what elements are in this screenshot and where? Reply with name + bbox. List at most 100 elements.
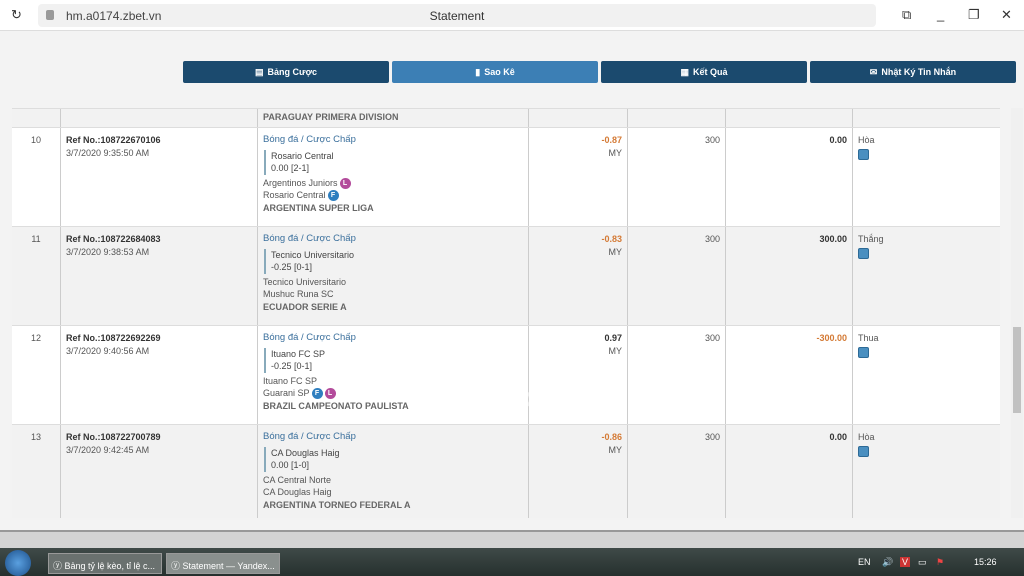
sport-bet-type: Bóng đá / Cược Chấp bbox=[263, 134, 356, 145]
bet-status: Hòa bbox=[858, 135, 875, 145]
handicap-line: 0.00 [2-1] bbox=[271, 163, 310, 173]
watermark: ANH4.COM bbox=[442, 387, 560, 412]
badge-l-icon: L bbox=[324, 388, 336, 400]
team-home: CA Central Norte bbox=[263, 474, 332, 485]
bet-status: Thắng bbox=[858, 234, 884, 244]
win-loss: -300.00 bbox=[816, 333, 847, 343]
scrollbar[interactable] bbox=[1011, 108, 1023, 518]
selection: CA Douglas Haig bbox=[271, 447, 340, 458]
page-bottom bbox=[0, 530, 1024, 548]
team-away: Guarani SP bbox=[263, 388, 310, 398]
ref-no: Ref No.:108722692269 bbox=[66, 333, 161, 343]
url-text: hm.a0174.zbet.vn bbox=[66, 9, 162, 23]
sport-bet-type: Bóng đá / Cược Chấp bbox=[263, 332, 356, 343]
win-loss: 0.00 bbox=[829, 135, 847, 145]
taskbar-item[interactable]: ⓨ Statement — Yandex... bbox=[166, 553, 280, 574]
table-row-partial: PARAGUAY PRIMERA DIVISION bbox=[12, 109, 1000, 128]
row-number: 13 bbox=[30, 432, 41, 442]
minimize-icon[interactable]: _ bbox=[937, 7, 945, 22]
league: ARGENTINA TORNEO FEDERAL A bbox=[263, 499, 411, 510]
taskbar-item[interactable]: ⓨ Bảng tỷ lệ kèo, tỉ lệ c... bbox=[48, 553, 162, 574]
scrollbar-thumb[interactable] bbox=[1013, 327, 1021, 413]
win-loss: 300.00 bbox=[819, 234, 847, 244]
reload-icon[interactable]: ↻ bbox=[11, 7, 22, 22]
team-home: Argentinos Juniors bbox=[263, 177, 338, 188]
document-icon: ▮ bbox=[475, 66, 481, 77]
flag-icon[interactable]: ⚑ bbox=[936, 557, 945, 567]
note-icon[interactable] bbox=[858, 445, 869, 457]
nav-sao-ke[interactable]: ▮ Sao Kê bbox=[392, 61, 598, 83]
nav-nhat-ky-tin-nhan[interactable]: ✉ Nhật Ký Tin Nhắn bbox=[810, 61, 1016, 83]
odds-type: MY bbox=[608, 345, 623, 356]
stake: 300 bbox=[627, 227, 725, 325]
note-icon[interactable] bbox=[858, 346, 869, 358]
bet-time: 3/7/2020 9:35:50 AM bbox=[66, 147, 150, 158]
row-number: 10 bbox=[30, 135, 41, 145]
badge-f-icon: F bbox=[311, 388, 323, 400]
close-icon[interactable]: ✕ bbox=[1001, 7, 1012, 22]
odds-type: MY bbox=[608, 246, 623, 257]
team-away: Rosario Central bbox=[263, 190, 326, 200]
stake: 300 bbox=[627, 128, 725, 226]
handicap-line: 0.00 [1-0] bbox=[271, 460, 310, 470]
team-away: CA Douglas Haig bbox=[263, 487, 332, 497]
win-loss: 0.00 bbox=[829, 432, 847, 442]
odds: -0.83 bbox=[601, 234, 622, 244]
team-home: Tecnico Universitario bbox=[263, 276, 347, 287]
page-title: Statement bbox=[429, 9, 485, 23]
league: BRAZIL CAMPEONATO PAULISTA bbox=[263, 400, 409, 411]
selection: Tecnico Universitario bbox=[271, 249, 355, 260]
odds: -0.86 bbox=[601, 432, 622, 442]
yandex-icon: ⓨ bbox=[171, 561, 183, 571]
bet-time: 3/7/2020 9:40:56 AM bbox=[66, 345, 150, 356]
odds: -0.87 bbox=[601, 135, 622, 145]
bet-status: Hòa bbox=[858, 432, 875, 442]
ref-no: Ref No.:108722670106 bbox=[66, 135, 161, 145]
selection: Rosario Central bbox=[271, 150, 334, 161]
start-button[interactable] bbox=[5, 550, 31, 576]
envelope-icon: ✉ bbox=[869, 66, 878, 77]
language-indicator[interactable]: EN bbox=[858, 557, 871, 567]
nav-ket-qua[interactable]: ▦ Kết Quả bbox=[601, 61, 807, 83]
bet-time: 3/7/2020 9:42:45 AM bbox=[66, 444, 150, 455]
table-row: 13 Ref No.:108722700789 3/7/2020 9:42:45 … bbox=[12, 425, 1000, 518]
table-row: 10 Ref No.:108722670106 3/7/2020 9:35:50 … bbox=[12, 128, 1000, 227]
ref-no: Ref No.:108722700789 bbox=[66, 432, 161, 442]
badge-f-icon: F bbox=[327, 190, 339, 202]
handicap-line: -0.25 [0-1] bbox=[271, 361, 313, 371]
league: ARGENTINA SUPER LIGA bbox=[263, 202, 374, 213]
restore-icon[interactable]: ❐ bbox=[968, 7, 980, 22]
antivirus-icon[interactable]: V bbox=[900, 557, 911, 567]
selection: Ituano FC SP bbox=[271, 348, 326, 359]
note-icon[interactable] bbox=[858, 247, 869, 259]
stake: 300 bbox=[627, 425, 725, 518]
league: ECUADOR SERIE A bbox=[263, 301, 347, 312]
bet-time: 3/7/2020 9:38:53 AM bbox=[66, 246, 150, 257]
yandex-icon: ⓨ bbox=[53, 561, 65, 571]
handicap-line: -0.25 [0-1] bbox=[271, 262, 313, 272]
volume-icon[interactable]: 🔊 bbox=[882, 557, 894, 567]
bookmark-icon[interactable]: ⧉ bbox=[902, 7, 912, 22]
note-icon[interactable] bbox=[858, 148, 869, 160]
badge-l-icon: L bbox=[339, 177, 351, 189]
table-row: 11 Ref No.:108722684083 3/7/2020 9:38:53 … bbox=[12, 227, 1000, 326]
row-number: 12 bbox=[30, 333, 41, 343]
clipboard-icon: ▤ bbox=[255, 66, 264, 77]
calendar-icon: ▦ bbox=[680, 66, 689, 77]
lock-icon bbox=[46, 10, 54, 20]
address-bar[interactable]: hm.a0174.zbet.vn Statement bbox=[38, 4, 876, 27]
row-number: 11 bbox=[31, 234, 41, 244]
ref-no: Ref No.:108722684083 bbox=[66, 234, 161, 244]
clock[interactable]: 15:26 bbox=[974, 557, 997, 567]
team-away: Mushuc Runa SC bbox=[263, 289, 334, 299]
statement-table: PARAGUAY PRIMERA DIVISION 10 Ref No.:108… bbox=[12, 108, 1000, 518]
taskbar: ⓨ Bảng tỷ lệ kèo, tỉ lệ c... ⓨ Statement… bbox=[0, 548, 1024, 576]
sport-bet-type: Bóng đá / Cược Chấp bbox=[263, 233, 356, 244]
odds: 0.97 bbox=[604, 333, 622, 343]
browser-toolbar: ↻ hm.a0174.zbet.vn Statement ⧉ _ ❐ ✕ bbox=[0, 0, 1024, 31]
bet-status: Thua bbox=[858, 333, 879, 343]
network-icon[interactable]: ▭ bbox=[918, 557, 927, 567]
nav-bang-cuoc[interactable]: ▤ Bảng Cược bbox=[183, 61, 389, 83]
team-home: Ituano FC SP bbox=[263, 375, 318, 386]
odds-type: MY bbox=[608, 444, 623, 455]
